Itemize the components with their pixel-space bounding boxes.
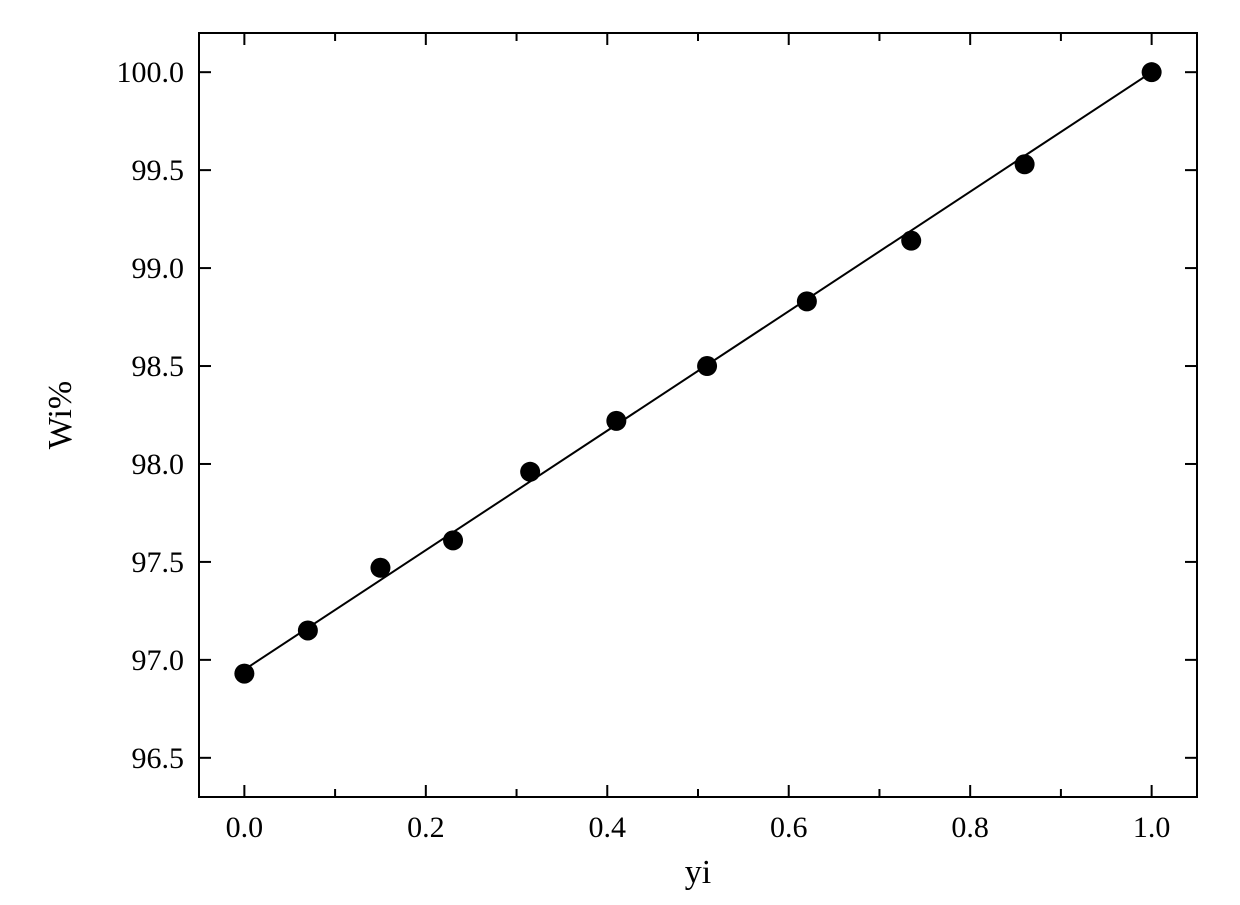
data-point xyxy=(520,462,540,482)
data-point xyxy=(370,558,390,578)
data-point xyxy=(697,356,717,376)
y-tick-label: 98.5 xyxy=(132,350,185,383)
y-axis-label: Wi% xyxy=(42,381,79,450)
x-tick-label: 0.2 xyxy=(407,811,445,844)
data-point xyxy=(606,411,626,431)
plot-border xyxy=(199,33,1197,797)
y-tick-label: 97.0 xyxy=(132,644,185,677)
y-tick-label: 97.5 xyxy=(132,546,185,579)
x-axis-label: yi xyxy=(685,854,711,891)
y-tick-label: 98.0 xyxy=(132,448,185,481)
x-tick-label: 0.0 xyxy=(226,811,264,844)
data-point xyxy=(1142,62,1162,82)
data-point xyxy=(901,231,921,251)
x-tick-label: 0.6 xyxy=(770,811,808,844)
data-point xyxy=(443,530,463,550)
chart-container: 0.0 0.2 0.4 0.6 0.8 1.0 96.5 97.0 97.5 98.0 98.5 99… xyxy=(0,0,1240,905)
scatter-chart: 0.0 0.2 0.4 0.6 0.8 1.0 96.5 97.0 97.5 98.0 98.5 99… xyxy=(0,0,1240,905)
x-tick-label: 0.8 xyxy=(951,811,989,844)
data-point xyxy=(298,620,318,640)
y-tick-label: 100.0 xyxy=(117,56,185,89)
x-tick-label: 1.0 xyxy=(1133,811,1171,844)
y-tick-label: 96.5 xyxy=(132,742,185,775)
y-tick-label: 99.0 xyxy=(132,252,185,285)
data-point xyxy=(797,291,817,311)
data-point xyxy=(234,664,254,684)
y-tick-label: 99.5 xyxy=(132,154,185,187)
x-tick-label: 0.4 xyxy=(589,811,627,844)
data-point xyxy=(1015,154,1035,174)
